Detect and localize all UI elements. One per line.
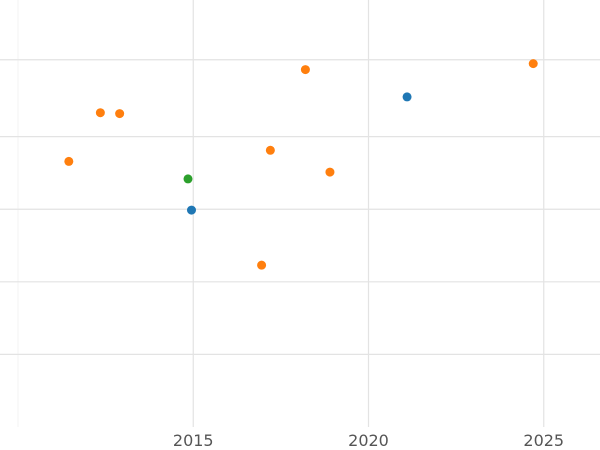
data-points bbox=[64, 59, 538, 270]
data-point bbox=[186, 205, 196, 215]
data-point bbox=[528, 59, 538, 69]
x-tick-label-2020: 2020 bbox=[348, 431, 389, 450]
data-point bbox=[325, 167, 335, 177]
grid bbox=[0, 0, 600, 427]
data-point bbox=[402, 92, 412, 102]
data-point bbox=[300, 65, 310, 75]
data-point bbox=[183, 174, 193, 184]
x-tick-label-2015: 2015 bbox=[173, 431, 214, 450]
data-point bbox=[265, 145, 275, 155]
data-point bbox=[64, 156, 74, 166]
data-point bbox=[95, 108, 105, 118]
x-axis-ticks: 2015 2020 2025 bbox=[173, 431, 564, 450]
data-point bbox=[115, 109, 125, 119]
x-tick-label-2025: 2025 bbox=[523, 431, 564, 450]
data-point bbox=[257, 260, 267, 270]
